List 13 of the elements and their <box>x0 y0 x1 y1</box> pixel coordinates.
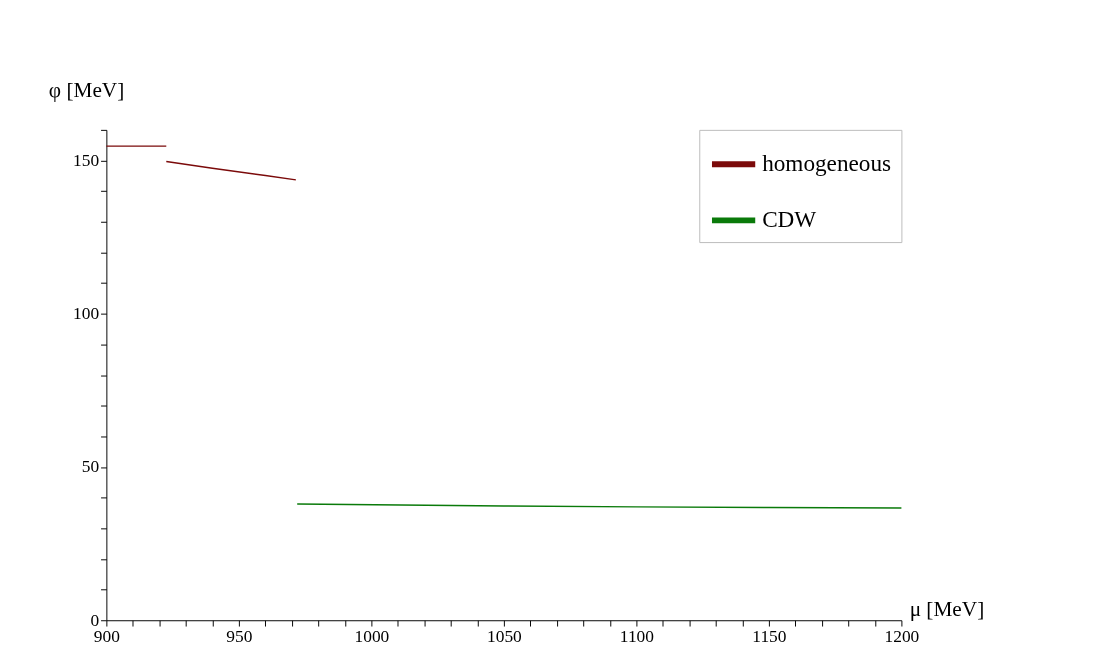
legend-label: homogeneous <box>762 150 892 176</box>
legend-label: CDW <box>762 206 817 233</box>
x-tick-label: 1100 <box>619 626 655 647</box>
x-tick-label: 950 <box>226 626 253 647</box>
x-tick-label: 1150 <box>752 626 787 647</box>
x-tick-label: 1200 <box>884 626 920 647</box>
y-tick-label: 100 <box>73 303 100 324</box>
x-axis-title: μ [MeV] <box>909 596 985 621</box>
y-tick-label: 50 <box>81 456 100 477</box>
x-tick-label: 1050 <box>487 626 523 647</box>
x-tick-label: 1000 <box>354 626 390 647</box>
y-axis-title: φ [MeV] <box>48 77 125 102</box>
y-tick-label: 150 <box>73 149 100 170</box>
